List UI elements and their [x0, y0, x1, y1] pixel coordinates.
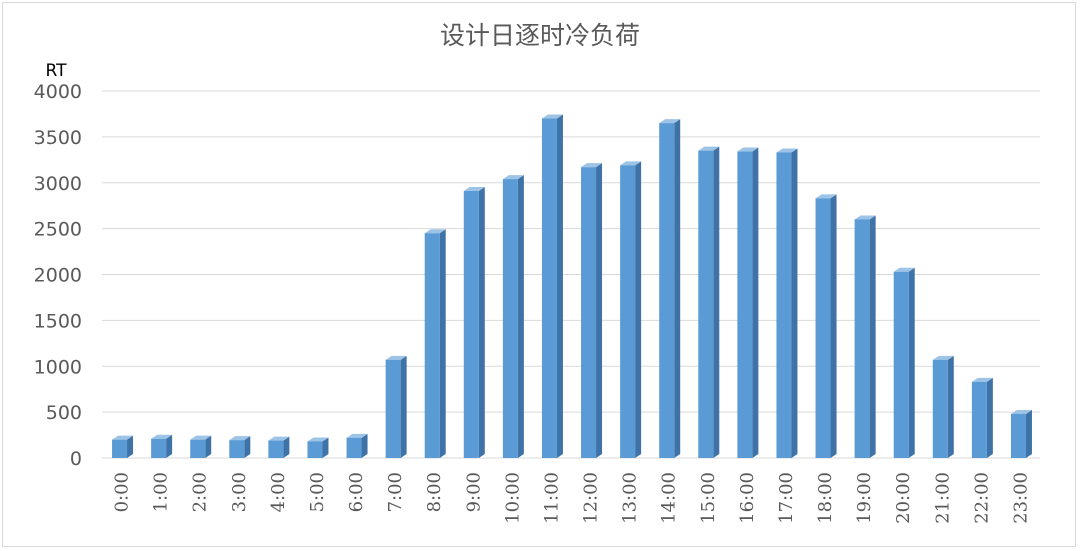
bar [502, 175, 524, 458]
bar [932, 355, 954, 458]
bar [1010, 409, 1032, 458]
x-tick-label: 12:00 [581, 472, 602, 524]
bar [541, 114, 563, 459]
x-tick-label: 17:00 [776, 472, 797, 524]
x-tick-label: 18:00 [815, 472, 836, 524]
gridlines [102, 90, 1040, 459]
y-tick-label: 2000 [34, 265, 82, 287]
x-tick-label: 16:00 [737, 472, 758, 524]
bar [893, 267, 915, 458]
bar [307, 437, 329, 458]
bar [151, 434, 173, 458]
x-tick-label: 14:00 [659, 472, 680, 524]
x-tick-label: 0:00 [112, 472, 133, 512]
x-tick-label: 13:00 [620, 472, 641, 524]
y-tick-label: 1000 [34, 356, 82, 378]
y-tick-label: 1500 [34, 310, 82, 332]
y-tick-label: 3500 [34, 127, 82, 149]
y-tick-label: 2500 [34, 219, 82, 241]
bar [971, 377, 993, 458]
bar [581, 163, 603, 458]
bar [424, 229, 446, 458]
bar [346, 433, 368, 458]
y-tick-label: 0 [70, 448, 82, 470]
bar [112, 435, 134, 458]
x-tick-label: 6:00 [346, 472, 367, 512]
bar [190, 435, 212, 458]
y-tick-label: 3000 [34, 173, 82, 195]
x-axis-ticks: 0:00 1:00 2:00 3:00 4:00 5:00 6:00 7:00 8:00 9:00… [112, 472, 1032, 524]
y-axis-unit-label: RT [46, 61, 68, 81]
bar [737, 147, 759, 458]
x-tick-label: 8:00 [424, 472, 445, 512]
x-tick-label: 22:00 [971, 472, 992, 524]
bar [776, 148, 798, 458]
x-tick-label: 10:00 [502, 472, 523, 524]
x-tick-label: 15:00 [698, 472, 719, 524]
bar [698, 146, 720, 458]
bar [815, 194, 837, 458]
y-axis-ticks: 0 500 1000 1500 2000 2500 3000 3500 4000 [34, 81, 82, 470]
bar [385, 355, 407, 458]
x-tick-label: 1:00 [151, 472, 172, 512]
x-tick-label: 3:00 [229, 472, 250, 512]
x-tick-label: 7:00 [385, 472, 406, 512]
chart-title: 设计日逐时冷负荷 [440, 21, 640, 50]
y-tick-label: 500 [46, 402, 82, 424]
x-tick-label: 19:00 [854, 472, 875, 524]
bar [854, 215, 876, 458]
x-tick-label: 5:00 [307, 472, 328, 512]
x-tick-label: 21:00 [932, 472, 953, 524]
x-tick-label: 20:00 [893, 472, 914, 524]
x-tick-label: 9:00 [463, 472, 484, 512]
y-tick-label: 4000 [34, 81, 82, 103]
x-tick-label: 4:00 [268, 472, 289, 512]
x-tick-label: 11:00 [541, 472, 562, 524]
bar [659, 119, 681, 459]
bars [112, 114, 1032, 459]
bar [229, 436, 251, 458]
x-tick-label: 23:00 [1010, 472, 1031, 524]
x-tick-label: 2:00 [190, 472, 211, 512]
bar [463, 187, 485, 458]
bar [268, 436, 290, 458]
bar [620, 161, 642, 458]
